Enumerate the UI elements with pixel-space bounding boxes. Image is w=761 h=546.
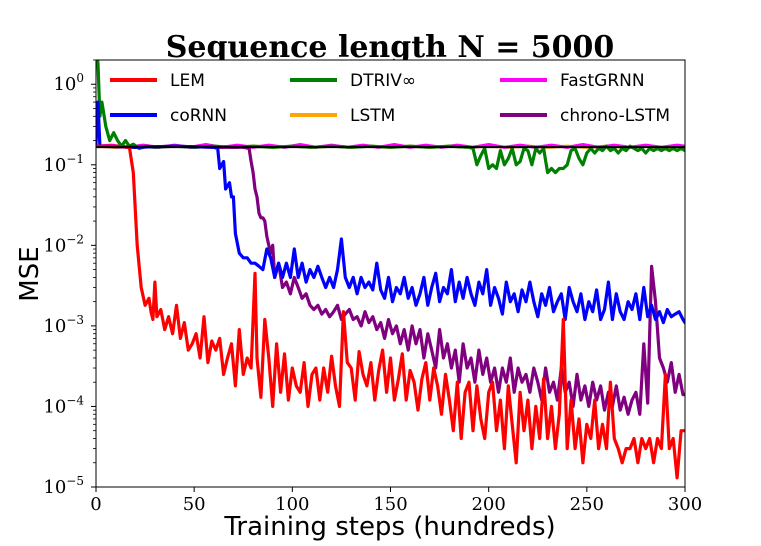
x-tick-label: 300 <box>668 494 702 515</box>
x-axis-ticks: 0 50 100 150 200 250 300 <box>90 487 702 515</box>
y-tick-label: 10−2 <box>43 232 84 256</box>
series-line-chrono-lstm <box>96 144 685 416</box>
y-tick-label: 10−4 <box>43 393 84 417</box>
x-tick-label: 50 <box>183 494 206 515</box>
y-tick-label: 10−5 <box>43 474 84 498</box>
y-axis-label: MSE <box>15 246 45 301</box>
series-line-cornn <box>96 100 685 325</box>
legend-label-cornn: coRNN <box>170 106 227 126</box>
legend-label-chrono-lstm: chrono-LSTM <box>560 106 670 126</box>
series-line-lem <box>96 144 685 480</box>
plot-area <box>96 60 685 487</box>
x-tick-label: 250 <box>570 494 604 515</box>
y-tick-label: 10−3 <box>43 313 84 337</box>
y-tick-label: 100 <box>53 71 84 95</box>
legend-label-fastgrnn: FastGRNN <box>560 71 645 91</box>
y-axis-ticks: 10−5 10−4 10−3 10−2 10−1 100 <box>43 59 96 498</box>
x-tick-label: 200 <box>471 494 505 515</box>
series-layer <box>96 60 685 480</box>
legend-label-lstm: LSTM <box>350 106 395 126</box>
legend: LEM DTRIV∞ FastGRNN coRNN LSTM chrono-LSTM <box>110 71 670 126</box>
x-axis-label: Training steps (hundreds) <box>223 512 555 542</box>
y-tick-label: 10−1 <box>43 152 84 176</box>
x-tick-label: 150 <box>373 494 407 515</box>
chart-title: Sequence length N = 5000 <box>166 30 615 65</box>
x-tick-label: 0 <box>90 494 101 515</box>
legend-label-lem: LEM <box>170 71 205 91</box>
x-tick-label: 100 <box>275 494 309 515</box>
legend-label-dtriv: DTRIV∞ <box>350 71 416 91</box>
